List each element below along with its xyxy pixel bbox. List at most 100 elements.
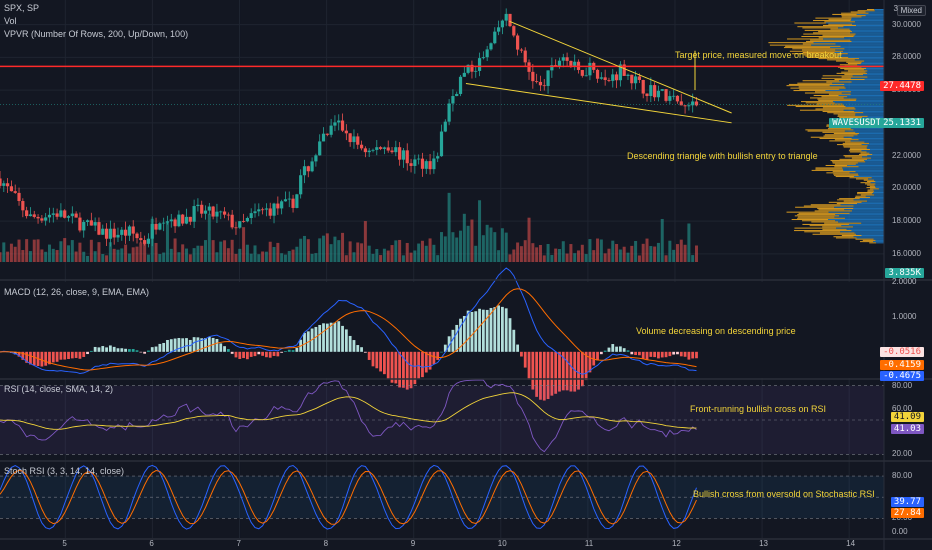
vpvr-row-up	[850, 40, 884, 41]
vpvr-row-up	[875, 186, 884, 187]
vpvr-row-up	[843, 170, 884, 171]
macd-histogram-bar	[695, 352, 698, 358]
symbol-title[interactable]: SPX, SP	[4, 3, 39, 13]
stoch-title[interactable]: Stoch RSI (3, 3, 14, 14, close)	[4, 466, 124, 476]
vpvr-row-up	[835, 52, 884, 53]
volume-bar	[94, 251, 97, 262]
rsi-title[interactable]: RSI (14, close, SMA, 14, 2)	[4, 384, 113, 394]
macd-histogram-bar	[86, 352, 89, 354]
partial-price-tick: 3	[894, 4, 898, 13]
macd-histogram-bar	[139, 352, 142, 353]
vpvr-row-down	[838, 115, 855, 116]
volume-bar	[421, 241, 424, 262]
candle-body	[17, 193, 20, 201]
volume-bar	[459, 231, 462, 262]
candle-body	[676, 96, 679, 102]
vpvr-row-down	[789, 84, 844, 85]
vpvr-row-down	[851, 11, 866, 12]
vpvr-row-up	[856, 164, 884, 165]
volume-bar	[402, 255, 405, 262]
macd-histogram-bar	[581, 352, 584, 386]
vpvr-row-up	[838, 27, 884, 28]
volume-bar	[52, 249, 55, 262]
volume-bar	[189, 254, 192, 262]
macd-histogram-bar	[505, 308, 508, 351]
vol-title[interactable]: Vol	[4, 16, 17, 26]
candle-body	[501, 21, 504, 28]
vpvr-row-up	[851, 140, 884, 141]
volume-bar	[550, 255, 553, 262]
vpvr-row-down	[818, 100, 856, 101]
macd-histogram-bar	[273, 352, 276, 356]
symbol-tag[interactable]: WAVESUSDT	[829, 118, 884, 128]
macd-histogram-bar	[314, 327, 317, 352]
volume-bar	[185, 249, 188, 262]
candle-body	[463, 73, 466, 77]
candle-body	[215, 212, 218, 217]
vpvr-row-down	[802, 27, 838, 28]
vpvr-row-up	[835, 214, 884, 215]
vpvr-row-down	[845, 156, 862, 157]
macd-histogram-bar	[356, 345, 359, 352]
volume-bar	[128, 254, 131, 262]
vpvr-row-down	[850, 151, 867, 152]
volume-bar	[86, 256, 89, 262]
macd-histogram-bar	[691, 352, 694, 359]
volume-bar	[642, 244, 645, 262]
candle-body	[569, 61, 572, 66]
vpvr-row-up	[851, 91, 884, 92]
candle-body	[147, 239, 150, 244]
vpvr-row-up	[843, 104, 884, 105]
vpvr-row-down	[799, 213, 850, 214]
candle-body	[330, 126, 333, 135]
vpvr-row-up	[839, 80, 884, 81]
volume-bar	[63, 238, 66, 262]
vpvr-row-up	[862, 156, 884, 157]
vpvr-row-down	[869, 242, 876, 243]
vpvr-row-down	[784, 47, 830, 48]
macd-histogram-bar	[337, 321, 340, 352]
macd-histogram-bar	[101, 346, 104, 352]
volume-bar	[352, 252, 355, 262]
vpvr-row-up	[835, 220, 884, 221]
volume-bar	[10, 244, 13, 262]
macd-histogram-bar	[261, 352, 264, 356]
volume-bar	[482, 235, 485, 262]
macd-title[interactable]: MACD (12, 26, close, 9, EMA, EMA)	[4, 287, 149, 297]
volume-bar	[520, 246, 523, 262]
vpvr-row-down	[810, 40, 850, 41]
volume-bar	[97, 242, 100, 262]
vpvr-row-up	[855, 59, 884, 60]
volume-bar	[276, 243, 279, 262]
vpvr-row-down	[816, 167, 843, 168]
vpvr-title[interactable]: VPVR (Number Of Rows, 200, Up/Down, 100)	[4, 29, 188, 39]
macd-histogram-bar	[623, 348, 626, 352]
candle-body	[36, 217, 39, 218]
vpvr-row-up	[838, 221, 884, 222]
rsi-pane	[0, 380, 884, 454]
macd-histogram-bar	[436, 352, 439, 360]
vpvr-row-down	[815, 18, 851, 19]
candle-body	[40, 218, 43, 220]
scale-mode-button[interactable]: Mixed	[897, 5, 926, 16]
vpvr-row-up	[834, 217, 884, 218]
macd-histogram-bar	[573, 352, 576, 392]
volume-bar	[6, 252, 9, 262]
vpvr-row-up	[851, 30, 884, 31]
macd-histogram-bar	[71, 352, 74, 359]
candle-body	[303, 166, 306, 175]
vpvr-row-down	[834, 175, 859, 176]
volume-bar	[687, 223, 690, 262]
candle-body	[341, 121, 344, 131]
vpvr-row-down	[836, 61, 864, 62]
volume-bar	[398, 240, 401, 262]
vpvr-row-up	[868, 116, 884, 117]
candle-body	[94, 222, 97, 225]
price-tick-label: 30.0000	[892, 20, 921, 29]
vpvr-row-down	[834, 166, 858, 167]
candle-body	[212, 207, 215, 217]
vpvr-row-up	[841, 46, 884, 47]
macd-histogram-bar	[649, 352, 652, 357]
volume-bar	[219, 242, 222, 262]
